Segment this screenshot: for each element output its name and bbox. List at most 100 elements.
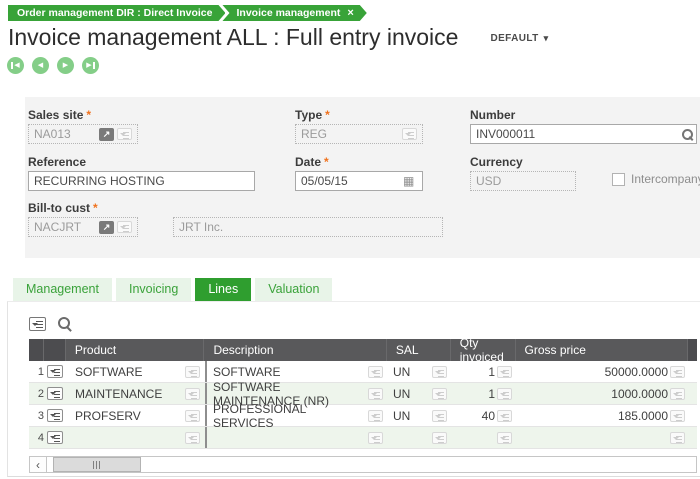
- row-menu-button[interactable]: [47, 387, 63, 400]
- dropdown-mini-icon[interactable]: [368, 431, 383, 444]
- grid-search-icon[interactable]: [57, 316, 72, 331]
- calendar-icon[interactable]: ▦: [403, 173, 415, 188]
- number-input[interactable]: [471, 125, 696, 143]
- dropdown-mini-icon[interactable]: [185, 409, 200, 422]
- intercompany-checkbox-group: Intercompany: [612, 172, 700, 186]
- qty-cell[interactable]: 1: [452, 361, 517, 382]
- dropdown-mini-icon[interactable]: [185, 387, 200, 400]
- dropdown-mini-icon[interactable]: [368, 365, 383, 378]
- product-cell[interactable]: MAINTENANCE: [66, 383, 205, 404]
- date-input[interactable]: [296, 172, 400, 190]
- sal-cell[interactable]: UN: [388, 361, 452, 382]
- gross-price-cell[interactable]: 1000.0000: [517, 383, 690, 404]
- reference-label: Reference: [28, 155, 87, 169]
- scrollbar-track[interactable]: [47, 457, 696, 472]
- dropdown-mini-icon[interactable]: [185, 431, 200, 444]
- dropdown-mini-icon[interactable]: [185, 365, 200, 378]
- breadcrumb: Order management DIR : Direct Invoice In…: [8, 5, 367, 21]
- nav-previous-button[interactable]: ◀: [32, 57, 49, 74]
- sal-cell[interactable]: UN: [388, 383, 452, 404]
- dropdown-mini-icon[interactable]: [670, 431, 685, 444]
- col-description: Description: [204, 339, 387, 361]
- table-row: 2 MAINTENANCE SOFTWARE MAINTENANCE (NR) …: [29, 380, 697, 408]
- product-cell[interactable]: SOFTWARE: [66, 361, 205, 382]
- dropdown-mini-icon[interactable]: [117, 221, 132, 233]
- jump-icon[interactable]: ↗: [99, 127, 114, 141]
- col-product: Product: [66, 339, 205, 361]
- reference-field: [28, 171, 255, 191]
- description-cell[interactable]: SOFTWARE: [205, 361, 388, 382]
- tab-invoicing[interactable]: Invoicing: [115, 278, 192, 301]
- bill-to-cust-name-value: JRT Inc.: [179, 220, 224, 234]
- grip-icon: [93, 460, 101, 469]
- product-cell[interactable]: [66, 427, 205, 448]
- breadcrumb-label: Order management DIR : Direct Invoice: [17, 7, 213, 19]
- product-cell[interactable]: PROFSERV: [66, 405, 205, 426]
- bill-to-cust-name-field: JRT Inc.: [173, 217, 443, 237]
- dropdown-mini-icon[interactable]: [402, 128, 417, 140]
- dropdown-mini-icon[interactable]: [497, 409, 512, 422]
- col-sal: SAL: [387, 339, 451, 361]
- reference-input[interactable]: [29, 172, 254, 190]
- sales-site-group: Sales site * NA013 ↗: [28, 108, 138, 144]
- tab-management[interactable]: Management: [13, 278, 112, 301]
- table-header-row: Product Description SAL Qty invoiced Gro…: [29, 336, 698, 364]
- type-field: REG: [295, 124, 423, 144]
- sales-site-field: NA013 ↗: [28, 124, 138, 144]
- reference-group: Reference: [28, 155, 255, 191]
- jump-icon[interactable]: ↗: [99, 220, 114, 234]
- dropdown-mini-icon[interactable]: [117, 128, 132, 140]
- dropdown-mini-icon[interactable]: [670, 409, 685, 422]
- intercompany-checkbox[interactable]: [612, 172, 625, 186]
- description-cell[interactable]: PROFESSIONAL SERVICES: [205, 402, 388, 430]
- grid-options-icon[interactable]: [29, 316, 46, 331]
- sal-cell[interactable]: [388, 427, 452, 448]
- dropdown-mini-icon[interactable]: [432, 365, 447, 378]
- breadcrumb-tag-invoice-management[interactable]: Invoice management ×: [222, 5, 366, 21]
- breadcrumb-tag-order-management[interactable]: Order management DIR : Direct Invoice: [8, 5, 225, 21]
- col-qty-invoiced: Qty invoiced: [451, 336, 516, 364]
- bill-to-cust-value: NACJRT: [34, 220, 82, 234]
- type-label: Type *: [295, 108, 330, 122]
- spacer-label: [173, 201, 443, 214]
- tab-bar: Management Invoicing Lines Valuation: [13, 278, 333, 301]
- tab-lines[interactable]: Lines: [195, 278, 252, 301]
- gross-price-cell[interactable]: 185.0000: [517, 405, 690, 426]
- nav-next-button[interactable]: ▶: [57, 57, 74, 74]
- qty-cell[interactable]: 1: [452, 383, 517, 404]
- chevron-down-icon: ▾: [543, 33, 549, 43]
- sal-cell[interactable]: UN: [388, 405, 452, 426]
- close-icon[interactable]: ×: [347, 7, 354, 19]
- dropdown-mini-icon[interactable]: [432, 409, 447, 422]
- nav-first-button[interactable]: ◀: [7, 57, 24, 74]
- dropdown-mini-icon[interactable]: [670, 365, 685, 378]
- date-label: Date *: [295, 155, 329, 169]
- qty-cell[interactable]: 40: [452, 405, 517, 426]
- table-body: 1 SOFTWARE SOFTWARE UN 1 50000.0000 2 MA…: [29, 361, 697, 449]
- row-menu-button[interactable]: [47, 431, 63, 444]
- dropdown-mini-icon[interactable]: [368, 387, 383, 400]
- description-cell[interactable]: SOFTWARE MAINTENANCE (NR): [205, 380, 388, 408]
- variant-selector[interactable]: DEFAULT ▾: [490, 33, 548, 44]
- dropdown-mini-icon[interactable]: [432, 387, 447, 400]
- gross-price-cell[interactable]: [517, 427, 690, 448]
- qty-cell[interactable]: [452, 427, 517, 448]
- table-row: 1 SOFTWARE SOFTWARE UN 1 50000.0000: [29, 361, 697, 383]
- type-group: Type * REG: [295, 108, 423, 144]
- dropdown-mini-icon[interactable]: [670, 387, 685, 400]
- description-cell[interactable]: [205, 427, 388, 448]
- dropdown-mini-icon[interactable]: [432, 431, 447, 444]
- row-menu-button[interactable]: [47, 409, 63, 422]
- dropdown-mini-icon[interactable]: [497, 431, 512, 444]
- tab-valuation[interactable]: Valuation: [255, 278, 333, 301]
- dropdown-mini-icon[interactable]: [497, 365, 512, 378]
- search-icon[interactable]: [681, 128, 694, 141]
- gross-price-cell[interactable]: 50000.0000: [517, 361, 690, 382]
- dropdown-mini-icon[interactable]: [368, 409, 383, 422]
- nav-last-button[interactable]: ▶: [82, 57, 99, 74]
- table-row: 4: [29, 427, 697, 449]
- dropdown-mini-icon[interactable]: [497, 387, 512, 400]
- row-menu-button[interactable]: [47, 365, 63, 378]
- scrollbar-thumb[interactable]: [53, 457, 141, 472]
- scroll-left-button[interactable]: ‹: [30, 457, 47, 472]
